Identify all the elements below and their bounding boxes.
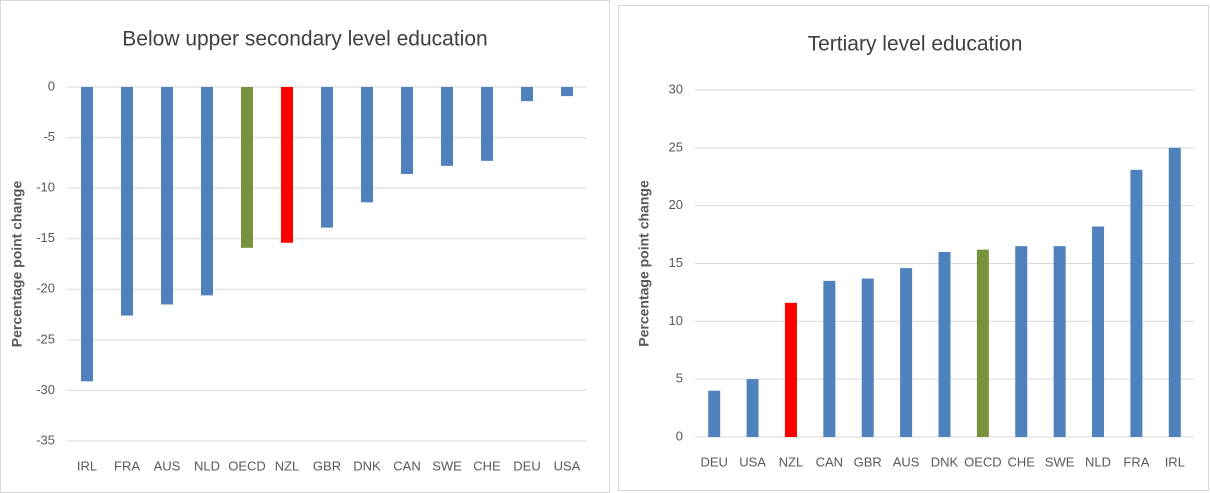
y-tick-label: 0 [48, 78, 55, 93]
bar [121, 87, 133, 316]
chart-title: Tertiary level education [808, 33, 1023, 56]
bar [321, 87, 333, 228]
y-tick-label: -10 [36, 180, 55, 195]
x-tick-label: DEU [700, 454, 727, 469]
x-tick-label: DNK [353, 458, 381, 473]
y-tick-label: 15 [669, 255, 683, 270]
x-tick-label: OECD [228, 458, 266, 473]
bar [746, 379, 759, 437]
y-tick-label: 25 [669, 139, 683, 154]
x-tick-label: GBR [313, 458, 341, 473]
x-tick-label: USA [739, 454, 766, 469]
y-tick-label: 30 [669, 81, 683, 96]
bar [784, 302, 797, 437]
bar [976, 249, 989, 437]
bar [241, 87, 253, 248]
x-tick-label: OECD [964, 454, 1002, 469]
panel [618, 5, 1209, 491]
bar [1168, 147, 1181, 438]
x-tick-label: FRA [114, 458, 140, 473]
bar [900, 268, 913, 437]
bar [1092, 226, 1105, 437]
x-tick-label: DEU [513, 458, 540, 473]
x-tick-label: NLD [194, 458, 220, 473]
bar [161, 87, 173, 305]
y-tick-label: 20 [669, 197, 683, 212]
y-tick-label: -5 [43, 129, 55, 144]
y-axis-label: Percentage point change [9, 181, 25, 348]
x-tick-label: NZL [275, 458, 300, 473]
chart-title: Below upper secondary level education [122, 28, 487, 51]
x-tick-label: DNK [931, 454, 959, 469]
bar [1053, 246, 1066, 437]
x-tick-label: CHE [1008, 454, 1036, 469]
y-tick-label: 0 [676, 428, 683, 443]
y-tick-label: -25 [36, 331, 55, 346]
bar [201, 87, 213, 296]
y-tick-label: -35 [36, 432, 55, 447]
y-tick-label: 10 [669, 313, 683, 328]
x-tick-label: IRL [77, 458, 97, 473]
x-tick-label: AUS [893, 454, 920, 469]
x-tick-label: CAN [816, 454, 843, 469]
bar [708, 390, 721, 437]
x-tick-label: GBR [854, 454, 882, 469]
bar [441, 87, 453, 166]
bar [361, 87, 373, 203]
y-tick-label: -30 [36, 382, 55, 397]
bar [861, 278, 874, 437]
y-tick-label: -20 [36, 281, 55, 296]
bar [521, 87, 533, 102]
bar [1015, 246, 1028, 437]
x-tick-label: AUS [154, 458, 181, 473]
x-tick-label: SWE [432, 458, 462, 473]
x-tick-label: FRA [1123, 454, 1149, 469]
y-axis-label: Percentage point change [636, 180, 652, 347]
bar [561, 87, 573, 97]
bar [938, 251, 951, 437]
bar [481, 87, 493, 161]
bar [281, 87, 293, 243]
x-tick-label: NLD [1085, 454, 1111, 469]
y-tick-label: -15 [36, 230, 55, 245]
x-tick-label: CAN [393, 458, 420, 473]
x-tick-label: SWE [1045, 454, 1075, 469]
y-tick-label: 5 [676, 371, 683, 386]
bar [401, 87, 413, 174]
bar [81, 87, 93, 382]
bar [823, 280, 836, 437]
x-tick-label: NZL [779, 454, 804, 469]
bar [1130, 169, 1143, 437]
panel [0, 0, 610, 493]
x-tick-label: IRL [1165, 454, 1185, 469]
x-tick-label: USA [554, 458, 581, 473]
x-tick-label: CHE [473, 458, 501, 473]
